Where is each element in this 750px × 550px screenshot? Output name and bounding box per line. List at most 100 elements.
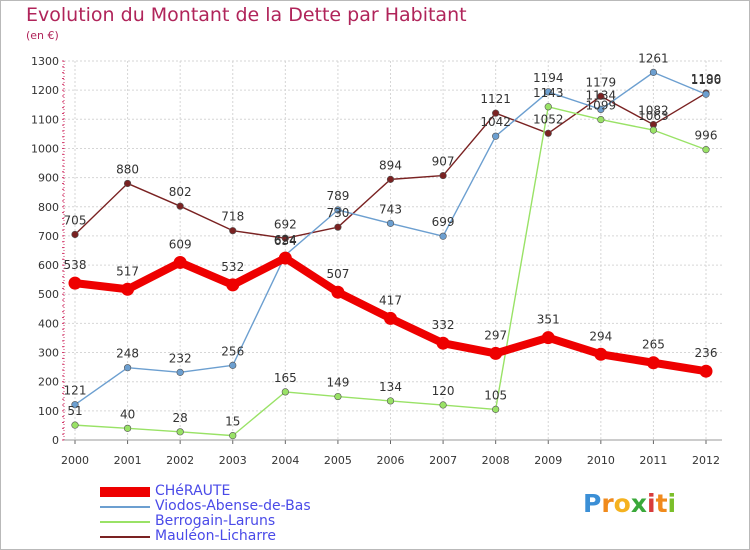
data-label: 40 xyxy=(120,407,135,421)
data-label: 1042 xyxy=(480,115,511,129)
data-point xyxy=(597,92,605,100)
logo-letter: i xyxy=(647,489,656,518)
data-label: 121 xyxy=(64,384,87,398)
data-label: 802 xyxy=(169,185,192,199)
data-label: 789 xyxy=(326,189,349,203)
x-tick-label: 2006 xyxy=(377,454,405,467)
x-tick-label: 2005 xyxy=(324,454,352,467)
data-point xyxy=(386,219,395,227)
logo-letter: P xyxy=(583,489,602,518)
data-label: 105 xyxy=(484,388,507,402)
data-point xyxy=(68,276,82,290)
data-point xyxy=(123,424,132,432)
data-label: 1186 xyxy=(691,73,722,87)
data-point xyxy=(173,255,187,269)
x-tick-label: 2001 xyxy=(114,454,142,467)
data-label: 692 xyxy=(274,217,297,231)
y-tick-label: 900 xyxy=(38,172,59,185)
data-point xyxy=(123,179,132,188)
data-label: 705 xyxy=(64,213,87,227)
data-point xyxy=(597,105,605,113)
data-label: 417 xyxy=(379,293,402,307)
x-tick-label: 2000 xyxy=(61,454,89,467)
data-label: 634 xyxy=(274,234,297,248)
data-point xyxy=(649,126,658,134)
y-tick-label: 0 xyxy=(52,434,59,447)
data-point xyxy=(71,230,79,239)
legend-swatch-mauleon xyxy=(100,536,150,538)
data-label: 907 xyxy=(432,155,455,169)
data-label: 624 xyxy=(274,233,297,247)
data-point xyxy=(176,368,184,376)
data-label: 15 xyxy=(225,415,240,429)
data-point xyxy=(699,364,713,378)
legend-label-berrogain: Berrogain-Laruns xyxy=(155,513,276,529)
y-tick-label: 300 xyxy=(38,347,59,360)
data-label: 51 xyxy=(67,404,82,418)
data-point xyxy=(646,356,660,370)
data-point xyxy=(278,251,292,265)
data-label: 248 xyxy=(116,347,139,361)
series xyxy=(68,68,713,440)
data-point xyxy=(281,234,289,242)
data-label: 1179 xyxy=(586,75,617,89)
data-label: 120 xyxy=(432,384,455,398)
y-tick-label: 700 xyxy=(38,230,59,243)
data-point xyxy=(544,88,552,96)
data-point xyxy=(439,171,447,180)
data-point xyxy=(541,331,555,345)
data-label: 1082 xyxy=(638,104,669,118)
data-label: 699 xyxy=(432,215,455,229)
data-label: 149 xyxy=(326,376,349,390)
data-point xyxy=(649,68,658,76)
data-point xyxy=(71,401,79,409)
x-tick-label: 2011 xyxy=(639,454,667,467)
data-point xyxy=(492,405,500,413)
data-point xyxy=(386,175,395,183)
y-tick-label: 500 xyxy=(38,288,59,301)
data-label: 996 xyxy=(695,129,718,143)
data-label: 297 xyxy=(484,328,507,342)
logo-letter: t xyxy=(655,489,668,518)
data-label: 743 xyxy=(379,202,402,216)
data-point xyxy=(489,346,503,360)
data-label: 1261 xyxy=(638,51,669,65)
y-tick-label: 800 xyxy=(38,201,59,214)
logo-letter: i xyxy=(667,489,677,518)
data-point xyxy=(492,109,500,117)
data-point xyxy=(436,336,450,350)
data-label: 1134 xyxy=(586,88,617,102)
logo-letter: o xyxy=(613,489,631,518)
data-point xyxy=(439,232,447,240)
y-tick-label: 1300 xyxy=(31,55,59,68)
data-point xyxy=(121,282,135,296)
x-tick-label: 2002 xyxy=(166,454,194,467)
x-tick-label: 2010 xyxy=(587,454,615,467)
logo-letter: r xyxy=(601,489,614,518)
data-point xyxy=(176,428,184,436)
data-label: 609 xyxy=(169,237,192,251)
y-tick-label: 400 xyxy=(38,317,59,330)
y-tick-label: 600 xyxy=(38,259,59,272)
axes: 0 100 200 300 400 500 600 700 800 900 1000 1100 1200… xyxy=(31,55,722,467)
data-point xyxy=(384,311,397,325)
data-label: 256 xyxy=(221,344,244,358)
data-point xyxy=(71,421,79,429)
data-label: 1099 xyxy=(586,99,617,113)
y-tick-label: 200 xyxy=(38,376,59,389)
data-point xyxy=(597,115,605,124)
x-tick-label: 2003 xyxy=(219,454,247,467)
legend-label-mauleon: Mauléon-Licharre xyxy=(155,528,276,544)
legend-label-viodos: Viodos-Abense-de-Bas xyxy=(155,498,311,514)
data-label: 718 xyxy=(221,210,244,224)
data-point xyxy=(229,432,237,440)
data-point xyxy=(702,90,710,98)
y-tick-label: 1100 xyxy=(31,113,59,126)
data-point xyxy=(544,103,552,111)
plot-area xyxy=(64,61,722,440)
x-tick-label: 2008 xyxy=(482,454,510,467)
data-label: 1190 xyxy=(691,72,722,86)
data-label: 507 xyxy=(326,267,349,281)
legend-label-cheraute: CHéRAUTE xyxy=(155,483,231,499)
data-label: 538 xyxy=(64,258,87,272)
